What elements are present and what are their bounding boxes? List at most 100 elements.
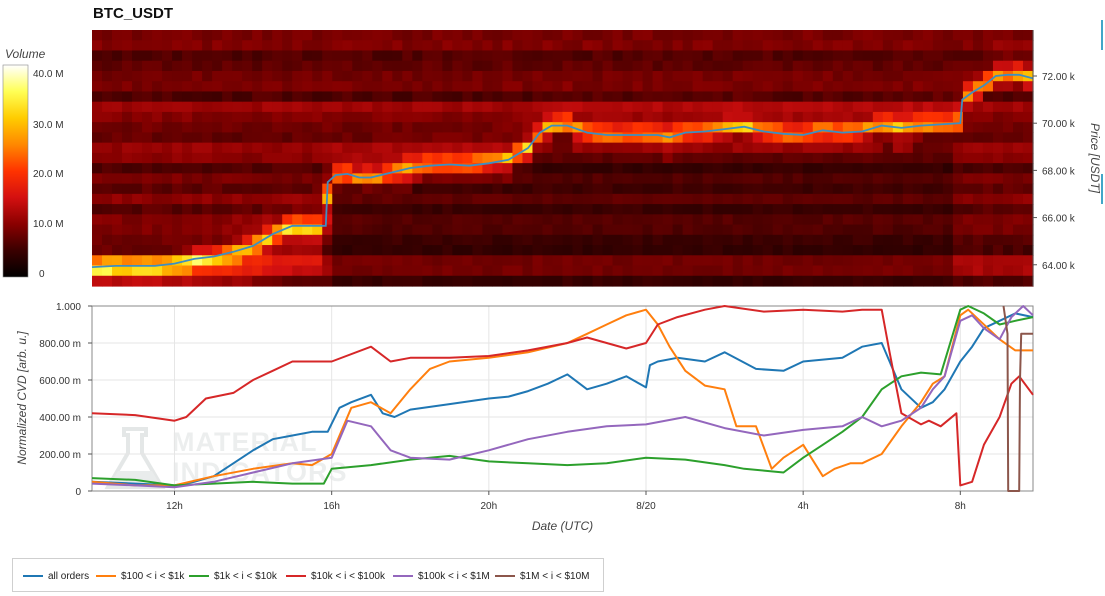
legend-item-100k-1m[interactable]: $100k < i < $1M	[393, 569, 490, 583]
heatmap-cell	[832, 101, 844, 113]
x-tick-label: 16h	[323, 501, 340, 512]
heatmap-cell	[722, 111, 734, 123]
heatmap-cell	[772, 91, 784, 103]
heatmap-cell	[102, 132, 113, 144]
heatmap-cell	[132, 132, 143, 144]
heatmap-cell	[902, 224, 914, 236]
heatmap-cell	[222, 152, 233, 164]
heatmap-cell	[1002, 91, 1014, 103]
heatmap-cell	[342, 152, 353, 164]
heatmap-cell	[632, 70, 644, 82]
heatmap-cell	[612, 40, 624, 52]
heatmap-cell	[492, 122, 504, 133]
heatmap-cell	[132, 255, 143, 267]
heatmap-cell	[672, 70, 684, 82]
heatmap-cell	[602, 101, 614, 113]
heatmap-cell	[842, 91, 854, 103]
heatmap-cell	[162, 275, 173, 287]
heatmap-cell	[112, 50, 123, 62]
heatmap-cell	[352, 193, 363, 205]
heatmap-cell	[472, 204, 484, 215]
heatmap-cell	[802, 234, 814, 246]
heatmap-cell	[552, 50, 564, 62]
heatmap-cell	[352, 50, 363, 62]
heatmap-cell	[952, 122, 964, 133]
legend-item-1m-10m[interactable]: $1M < i < $10M	[495, 569, 589, 583]
heatmap-cell	[102, 265, 113, 277]
heatmap-cell	[1012, 255, 1024, 267]
heatmap-cell	[622, 111, 634, 123]
heatmap-cell	[662, 183, 674, 195]
legend-item-all-orders[interactable]: all orders	[23, 569, 89, 583]
heatmap-cell	[422, 234, 433, 246]
heatmap-cell	[292, 50, 303, 62]
heatmap-cell	[392, 101, 403, 113]
heatmap-cell	[552, 163, 564, 174]
heatmap-cell	[582, 101, 594, 113]
x-tick-label: 8/20	[636, 501, 656, 512]
heatmap-cell	[202, 173, 213, 185]
heatmap-cell	[242, 204, 253, 215]
heatmap-cell	[652, 255, 664, 267]
heatmap-cell	[102, 111, 113, 123]
heatmap-cell	[902, 265, 914, 277]
heatmap-cell	[342, 255, 353, 267]
heatmap-cell	[602, 30, 614, 41]
heatmap-cell	[642, 101, 654, 113]
heatmap-cell	[112, 60, 123, 72]
heatmap-cell	[802, 50, 814, 62]
heatmap-cell	[562, 60, 574, 72]
heatmap-cell	[382, 91, 393, 103]
heatmap-cell	[522, 255, 534, 267]
heatmap-cell	[512, 265, 524, 277]
legend-item-10k-100k[interactable]: $10k < i < $100k	[286, 569, 385, 583]
heatmap-cell	[572, 224, 584, 236]
heatmap-cell	[772, 224, 784, 236]
heatmap-cell	[152, 204, 163, 215]
heatmap-cell	[472, 50, 484, 62]
heatmap-cell	[812, 224, 824, 236]
heatmap-cell	[892, 50, 904, 62]
heatmap-cell	[112, 234, 123, 246]
heatmap-cell	[522, 265, 534, 277]
heatmap-cell	[192, 204, 203, 215]
heatmap-cell	[472, 60, 484, 72]
heatmap-cell	[412, 70, 423, 82]
heatmap-cell	[1002, 122, 1014, 133]
heatmap-cell	[412, 193, 423, 205]
heatmap-cell	[182, 101, 193, 113]
heatmap-cell	[802, 142, 814, 154]
heatmap-cell	[362, 193, 373, 205]
heatmap-cell	[132, 40, 143, 52]
legend-item-100-1k[interactable]: $100 < i < $1k	[96, 569, 184, 583]
heatmap-cell	[262, 224, 273, 236]
heatmap-cell	[862, 234, 874, 246]
heatmap-cell	[232, 265, 243, 277]
heatmap-cell	[382, 132, 393, 144]
heatmap-cell	[442, 163, 453, 174]
heatmap-cell	[912, 275, 924, 287]
heatmap-cell	[302, 101, 313, 113]
heatmap-cell	[152, 111, 163, 123]
heatmap-cell	[292, 81, 303, 93]
heatmap-cell	[932, 152, 944, 164]
heatmap-cell	[592, 30, 604, 41]
heatmap-cell	[432, 50, 443, 62]
heatmap-cell	[512, 91, 524, 103]
heatmap-cell	[192, 265, 203, 277]
heatmap-cell	[382, 111, 393, 123]
heatmap-cell	[772, 193, 784, 205]
heatmap-cell	[602, 173, 614, 185]
heatmap-cell	[222, 193, 233, 205]
heatmap-cell	[882, 183, 894, 195]
heatmap-cell	[362, 255, 373, 267]
heatmap-cell	[422, 50, 433, 62]
heatmap-cell	[932, 142, 944, 154]
legend-item-1k-10k[interactable]: $1k < i < $10k	[189, 569, 277, 583]
heatmap-cell	[662, 152, 674, 164]
heatmap-cell	[662, 204, 674, 215]
heatmap-cell	[302, 70, 313, 82]
heatmap-cell	[342, 30, 353, 41]
heatmap-cell	[152, 70, 163, 82]
heatmap-cell	[522, 50, 534, 62]
